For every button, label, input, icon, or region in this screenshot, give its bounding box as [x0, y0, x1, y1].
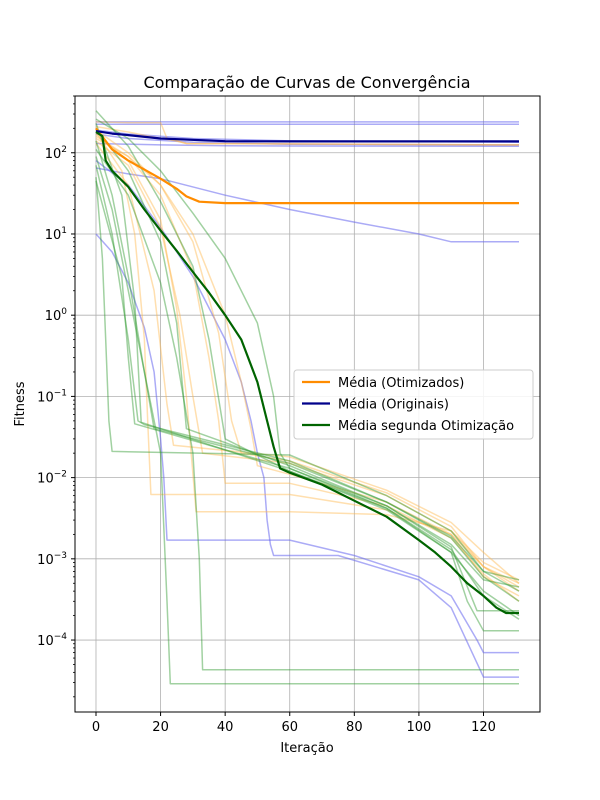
- otimizados-run-line: [95, 129, 520, 588]
- originais-run-line: [95, 167, 519, 243]
- x-tick-label: 40: [217, 720, 234, 735]
- originais-run-line: [95, 160, 519, 678]
- legend-label: Média (Originais): [338, 398, 449, 413]
- axis-ticks: 0 20 40 60 80 100 120 10−4 10−3 10−2 10−1 100 101 102: [37, 95, 496, 735]
- legend: Média (Otimizados) Média (Originais) Média…: [293, 369, 534, 440]
- mean-series: [95, 127, 519, 615]
- legend-label: Média (Otimizados): [338, 376, 464, 391]
- segunda-run-line: [95, 110, 520, 620]
- segunda-run-line: [95, 148, 519, 671]
- otimizados-run-line: [95, 140, 520, 581]
- background-runs: [95, 110, 520, 685]
- x-tick-label: 80: [346, 720, 363, 735]
- y-tick-label: 100: [45, 307, 68, 324]
- otimizados-run-line: [95, 133, 520, 592]
- segunda-run-line: [95, 177, 520, 592]
- y-tick-label: 10−1: [37, 388, 67, 405]
- otimizados-run-line: [95, 135, 520, 602]
- originais-run-line: [95, 233, 519, 654]
- x-tick-label: 0: [92, 720, 100, 735]
- segunda-run-line: [95, 123, 519, 632]
- mean-series-line-2: [95, 130, 519, 143]
- x-tick-label: 100: [406, 720, 431, 735]
- legend-label: Média segunda Otimização: [338, 419, 514, 434]
- x-tick-label: 120: [471, 720, 496, 735]
- otimizados-run-line: [95, 121, 520, 146]
- mean-series-line-3: [95, 131, 519, 615]
- y-tick-label: 10−3: [37, 551, 67, 568]
- mean-series-line-1: [95, 127, 519, 205]
- originais-run-line: [95, 133, 520, 146]
- y-tick-label: 102: [45, 145, 67, 162]
- segunda-run-line: [95, 180, 520, 617]
- otimizados-run-line: [95, 137, 520, 597]
- segunda-run-line: [95, 140, 520, 581]
- x-tick-label: 20: [152, 720, 169, 735]
- chart-title: Comparação de Curvas de Convergência: [143, 73, 470, 92]
- segunda-run-line: [95, 165, 520, 602]
- segunda-run-line: [95, 118, 520, 588]
- otimizados-run-line: [95, 143, 520, 584]
- x-axis-label: Iteração: [280, 741, 333, 756]
- y-axis-label: Fitness: [13, 381, 28, 426]
- y-tick-label: 101: [45, 226, 67, 243]
- legend-box: [293, 369, 534, 440]
- originais-run-line: [95, 142, 520, 148]
- y-tick-label: 10−4: [37, 632, 67, 649]
- x-tick-label: 60: [281, 720, 298, 735]
- y-tick-label: 10−2: [37, 470, 67, 487]
- segunda-run-line: [95, 156, 519, 685]
- otimizados-run-line: [95, 131, 520, 584]
